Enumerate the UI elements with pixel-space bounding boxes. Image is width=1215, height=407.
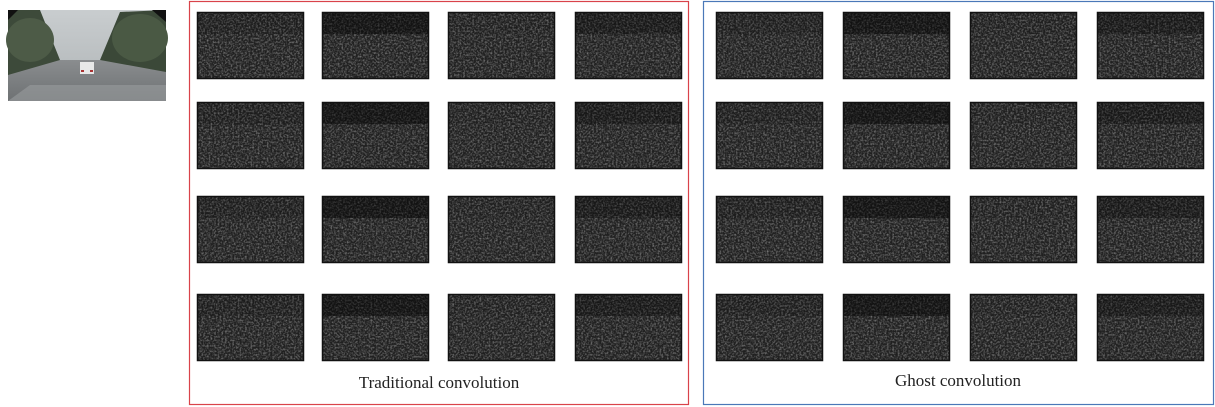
feature-map	[575, 12, 682, 79]
feature-map	[716, 12, 823, 79]
figure: Traditional convolution Ghost convolutio…	[0, 0, 1215, 407]
feature-map	[970, 196, 1077, 263]
feature-map	[322, 102, 429, 169]
feature-maps	[197, 12, 1204, 361]
feature-map	[197, 294, 304, 361]
feature-map	[197, 12, 304, 79]
feature-map	[843, 12, 950, 79]
feature-map	[970, 102, 1077, 169]
feature-map	[575, 294, 682, 361]
feature-map	[1097, 294, 1204, 361]
feature-map	[448, 196, 555, 263]
feature-map	[197, 196, 304, 263]
feature-map	[1097, 102, 1204, 169]
feature-map	[322, 294, 429, 361]
page: Traditional convolution Ghost convolutio…	[0, 0, 1215, 407]
feature-map	[575, 196, 682, 263]
feature-map	[322, 196, 429, 263]
feature-map	[970, 294, 1077, 361]
feature-map	[843, 294, 950, 361]
input-photo	[6, 10, 168, 101]
feature-map	[197, 102, 304, 169]
feature-map	[716, 294, 823, 361]
panel-label: Ghost convolution	[895, 371, 1022, 390]
feature-map	[322, 12, 429, 79]
feature-map	[843, 196, 950, 263]
feature-map	[448, 12, 555, 79]
feature-map	[1097, 196, 1204, 263]
feature-map	[716, 102, 823, 169]
feature-map	[970, 12, 1077, 79]
panel-label: Traditional convolution	[359, 373, 520, 392]
feature-map	[575, 102, 682, 169]
feature-map	[716, 196, 823, 263]
feature-map	[448, 102, 555, 169]
feature-map	[448, 294, 555, 361]
feature-map	[1097, 12, 1204, 79]
feature-map	[843, 102, 950, 169]
